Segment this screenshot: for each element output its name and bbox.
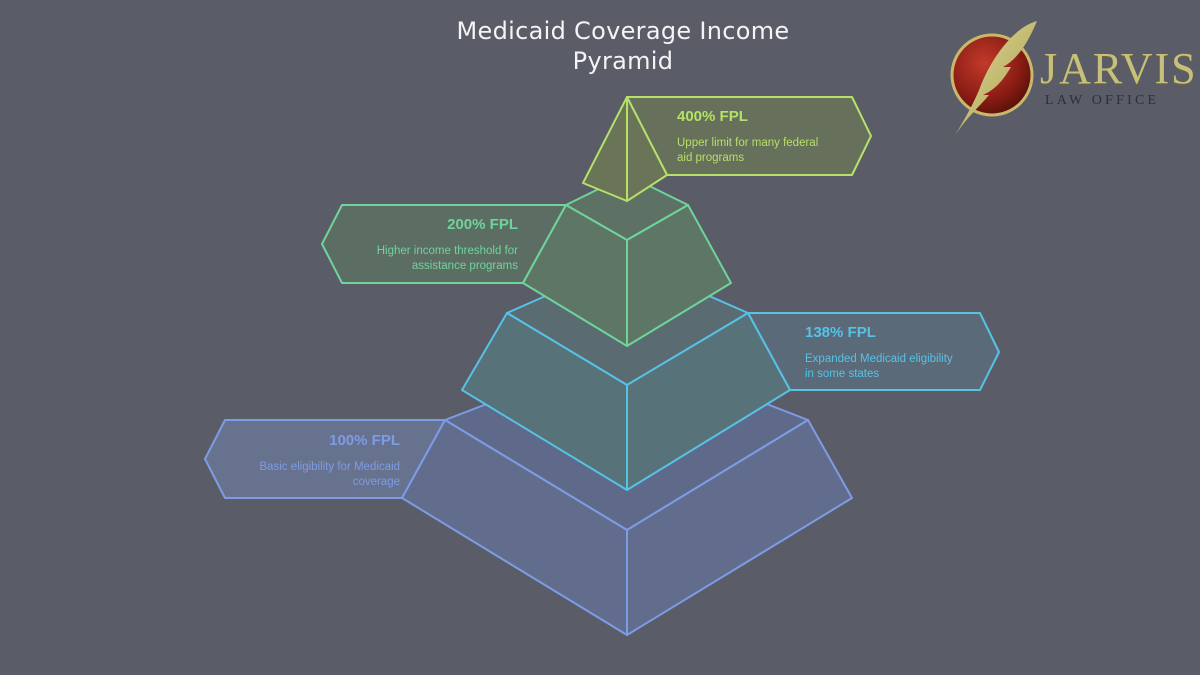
tier-1-label: 100% FPL Basic eligibility for Medicaid …: [220, 432, 400, 490]
tier-2-description: Expanded Medicaid eligibility in some st…: [805, 353, 953, 380]
tier-4-right-face: [626, 96, 668, 202]
tier-4-title: 400% FPL: [677, 108, 748, 125]
tier-4-label: 400% FPL Upper limit for many federal ai…: [677, 108, 818, 166]
tier-1-right-face: [626, 419, 853, 636]
tier-2-title: 138% FPL: [805, 324, 876, 341]
logo-name: JARVIS: [1040, 44, 1198, 93]
tier-4-left-face: [582, 96, 628, 202]
title-line-2: Pyramid: [572, 47, 674, 75]
tier-1-title: 100% FPL: [329, 432, 400, 449]
tier-3-right-face: [626, 204, 732, 347]
page-title: Medicaid Coverage Income Pyramid: [0, 16, 1200, 76]
tier-4-description: Upper limit for many federal aid program…: [677, 137, 819, 164]
tier-4-shape: [582, 96, 872, 202]
tier-3-shape: [321, 174, 732, 347]
tier-2-label: 138% FPL Expanded Medicaid eligibility i…: [805, 324, 953, 382]
tier-3-label: 200% FPL Higher income threshold for ass…: [340, 216, 518, 274]
tier-3-title: 200% FPL: [447, 216, 518, 233]
logo-subtitle: LAW OFFICE: [1045, 93, 1160, 108]
tier-2-right-face: [626, 312, 791, 491]
tier-1-description: Basic eligibility for Medicaid coverage: [259, 461, 400, 488]
quill-emblem-icon: [950, 21, 1037, 135]
tier-3-description: Higher income threshold for assistance p…: [376, 245, 518, 272]
title-line-1: Medicaid Coverage Income: [456, 17, 790, 45]
jarvis-law-office-logo: JARVIS LAW OFFICE: [945, 15, 1196, 140]
